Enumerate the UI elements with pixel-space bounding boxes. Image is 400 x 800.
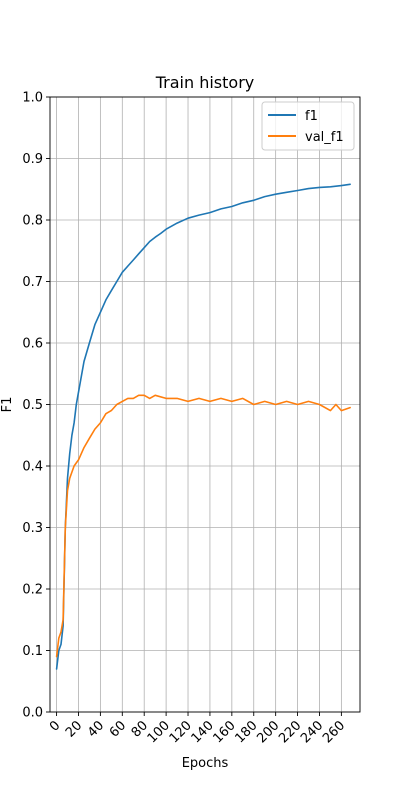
x-tick-label: 0 <box>47 718 63 734</box>
y-tick-label: 0.9 <box>22 152 43 167</box>
y-tick-label: 0.1 <box>22 644 43 659</box>
x-tick-label: 220 <box>276 718 304 746</box>
x-tick-label: 160 <box>211 718 239 746</box>
x-tick-label: 20 <box>63 718 85 740</box>
x-tick-label: 260 <box>320 718 348 746</box>
legend-label-f1: f1 <box>305 109 318 124</box>
y-tick-label: 0.6 <box>22 337 43 352</box>
y-axis-label: F1 <box>0 397 15 413</box>
y-tick-label: 0.3 <box>22 521 43 536</box>
x-tick-label: 240 <box>298 718 326 746</box>
x-tick-label: 100 <box>145 718 173 746</box>
chart-title: Train history <box>155 73 255 92</box>
legend: f1 val_f1 <box>262 102 354 150</box>
y-tick-label: 0.4 <box>22 460 43 475</box>
axis-ticks: 0 20 40 60 801001201401601802002202402600.00… <box>22 91 348 747</box>
x-tick-label: 140 <box>189 718 217 746</box>
y-tick-label: 0.8 <box>22 214 43 229</box>
x-tick-label: 200 <box>254 718 282 746</box>
y-tick-label: 0.0 <box>22 706 43 721</box>
y-tick-label: 0.2 <box>22 583 43 598</box>
x-axis-label: Epochs <box>182 756 229 771</box>
x-tick-label: 180 <box>232 718 260 746</box>
y-tick-label: 0.7 <box>22 275 43 290</box>
x-tick-label: 60 <box>107 718 129 740</box>
x-tick-label: 120 <box>167 718 195 746</box>
grid-lines <box>50 97 360 712</box>
x-tick-label: 40 <box>85 718 107 740</box>
y-tick-label: 0.5 <box>22 398 43 413</box>
legend-label-val-f1: val_f1 <box>305 130 344 145</box>
y-tick-label: 1.0 <box>22 91 43 106</box>
